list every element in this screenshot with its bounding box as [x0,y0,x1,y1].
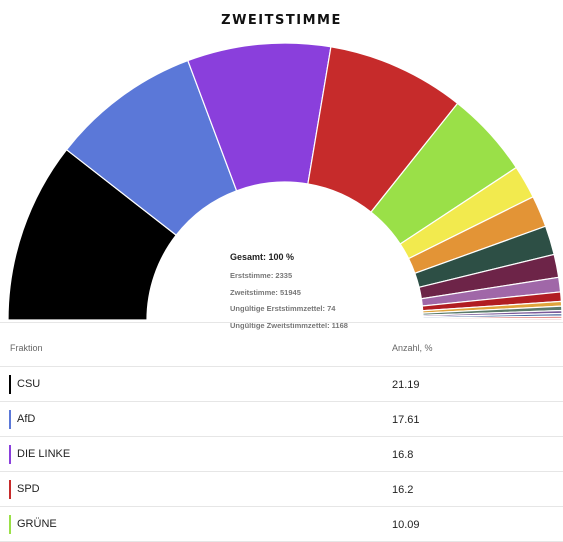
invalid-first-votes-stat: Ungültige Erststimmzettel: 74 [230,304,336,313]
erststimme-stat: Erststimme: 2335 [230,271,293,280]
total-label: Gesamt: 100 % [230,252,295,262]
table-row: DIE LINKE 16.8 [0,437,563,472]
table-header: Fraktion Anzahl, % [0,322,563,367]
party-color-marker [9,445,11,464]
party-share: 16.8 [392,449,414,461]
table-row: CSU 21.19 [0,367,563,402]
party-color-marker [9,410,11,429]
party-name: CSU [17,378,41,390]
table-row: AfD 17.61 [0,402,563,437]
party-share: 16.2 [392,484,414,496]
center-summary: Gesamt: 100 % Erststimme: 2335 Zweitstim… [230,252,348,337]
invalid-second-votes-stat: Ungültige Zweitstimmzettel: 1168 [230,320,348,330]
party-name: AfD [17,413,36,425]
zweitstimme-stat: Zweitstimme: 51945 [230,287,301,297]
party-color-marker [9,375,11,394]
column-header-share: Anzahl, % [392,343,433,353]
chart-title: ZWEITSTIMME [221,13,342,28]
pie-slice-17[interactable] [422,317,563,321]
results-table: Fraktion Anzahl, % CSU 21.19 AfD 17.61 DIE L… [0,322,563,542]
table-row: SPD 16.2 [0,472,563,507]
semicircle-pie-chart [7,42,563,321]
party-name: SPD [17,483,40,495]
party-color-marker [9,480,11,499]
party-name: DIE LINKE [17,448,71,460]
table-row: GRÜNE 10.09 [0,507,563,542]
party-share: 10.09 [392,519,420,531]
party-share: 17.61 [392,414,420,426]
party-color-marker [9,515,11,534]
column-header-faction: Fraktion [10,343,43,353]
table-body: CSU 21.19 AfD 17.61 DIE LINKE 16.8 SPD 16.2 GRÜN… [0,367,563,542]
party-share: 21.19 [392,379,420,391]
party-name: GRÜNE [17,518,57,530]
